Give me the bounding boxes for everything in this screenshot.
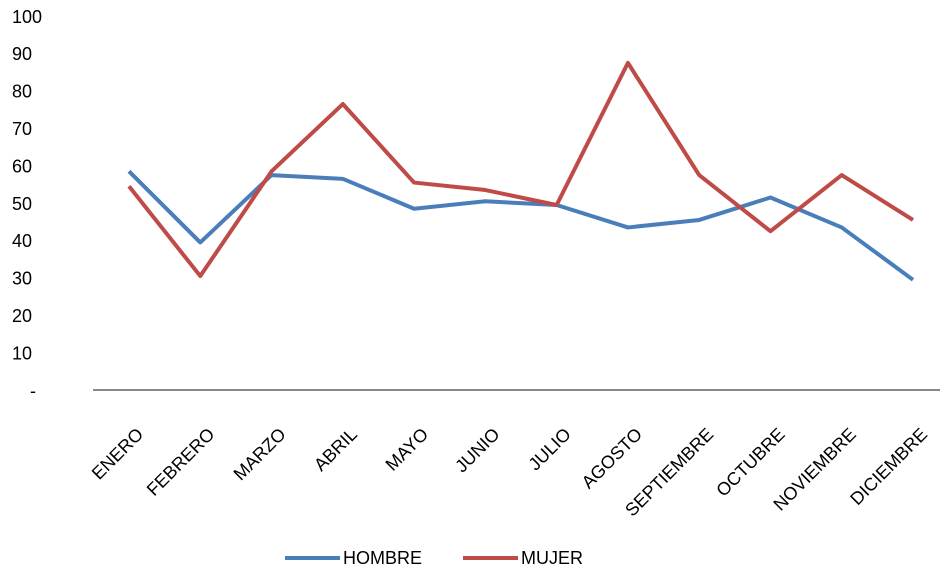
legend-label: MUJER xyxy=(521,548,583,568)
x-tick-label: MARZO xyxy=(230,424,290,484)
x-tick-label: FEBRERO xyxy=(143,424,219,500)
x-tick-label: OCTUBRE xyxy=(712,424,788,500)
y-tick-label: 50 xyxy=(12,194,32,214)
x-tick-label: JUNIO xyxy=(451,424,503,476)
x-tick-label: ABRIL xyxy=(310,424,361,475)
x-tick-label: ENERO xyxy=(88,424,147,483)
y-tick-label: 80 xyxy=(12,82,32,102)
series-line xyxy=(127,169,915,282)
x-tick-label: MAYO xyxy=(382,424,433,475)
y-tick-label: 40 xyxy=(12,231,32,251)
y-tick-label: 20 xyxy=(12,306,32,326)
y-tick-label: 10 xyxy=(12,343,32,363)
y-tick-label: 60 xyxy=(12,156,32,176)
y-tick-label: 30 xyxy=(12,269,32,289)
series-line xyxy=(127,60,915,279)
y-tick-label: 70 xyxy=(12,119,32,139)
legend-label: HOMBRE xyxy=(343,548,422,568)
x-tick-label: JULIO xyxy=(525,424,575,474)
y-tick-label: - xyxy=(30,381,36,401)
y-tick-label: 90 xyxy=(12,44,32,64)
x-tick-label: AGOSTO xyxy=(578,424,646,492)
y-tick-label: 100 xyxy=(12,7,42,27)
x-tick-label: DICIEMBRE xyxy=(846,424,931,509)
